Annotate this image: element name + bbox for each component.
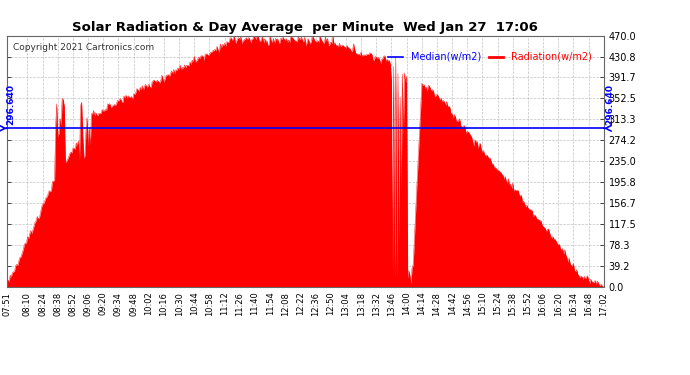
Legend: Median(w/m2), Radiation(w/m2): Median(w/m2), Radiation(w/m2): [384, 48, 596, 66]
Title: Solar Radiation & Day Average  per Minute  Wed Jan 27  17:06: Solar Radiation & Day Average per Minute…: [72, 21, 538, 34]
Text: 296.640: 296.640: [605, 84, 614, 125]
Text: Copyright 2021 Cartronics.com: Copyright 2021 Cartronics.com: [13, 43, 154, 52]
Text: 296.640: 296.640: [6, 84, 15, 125]
